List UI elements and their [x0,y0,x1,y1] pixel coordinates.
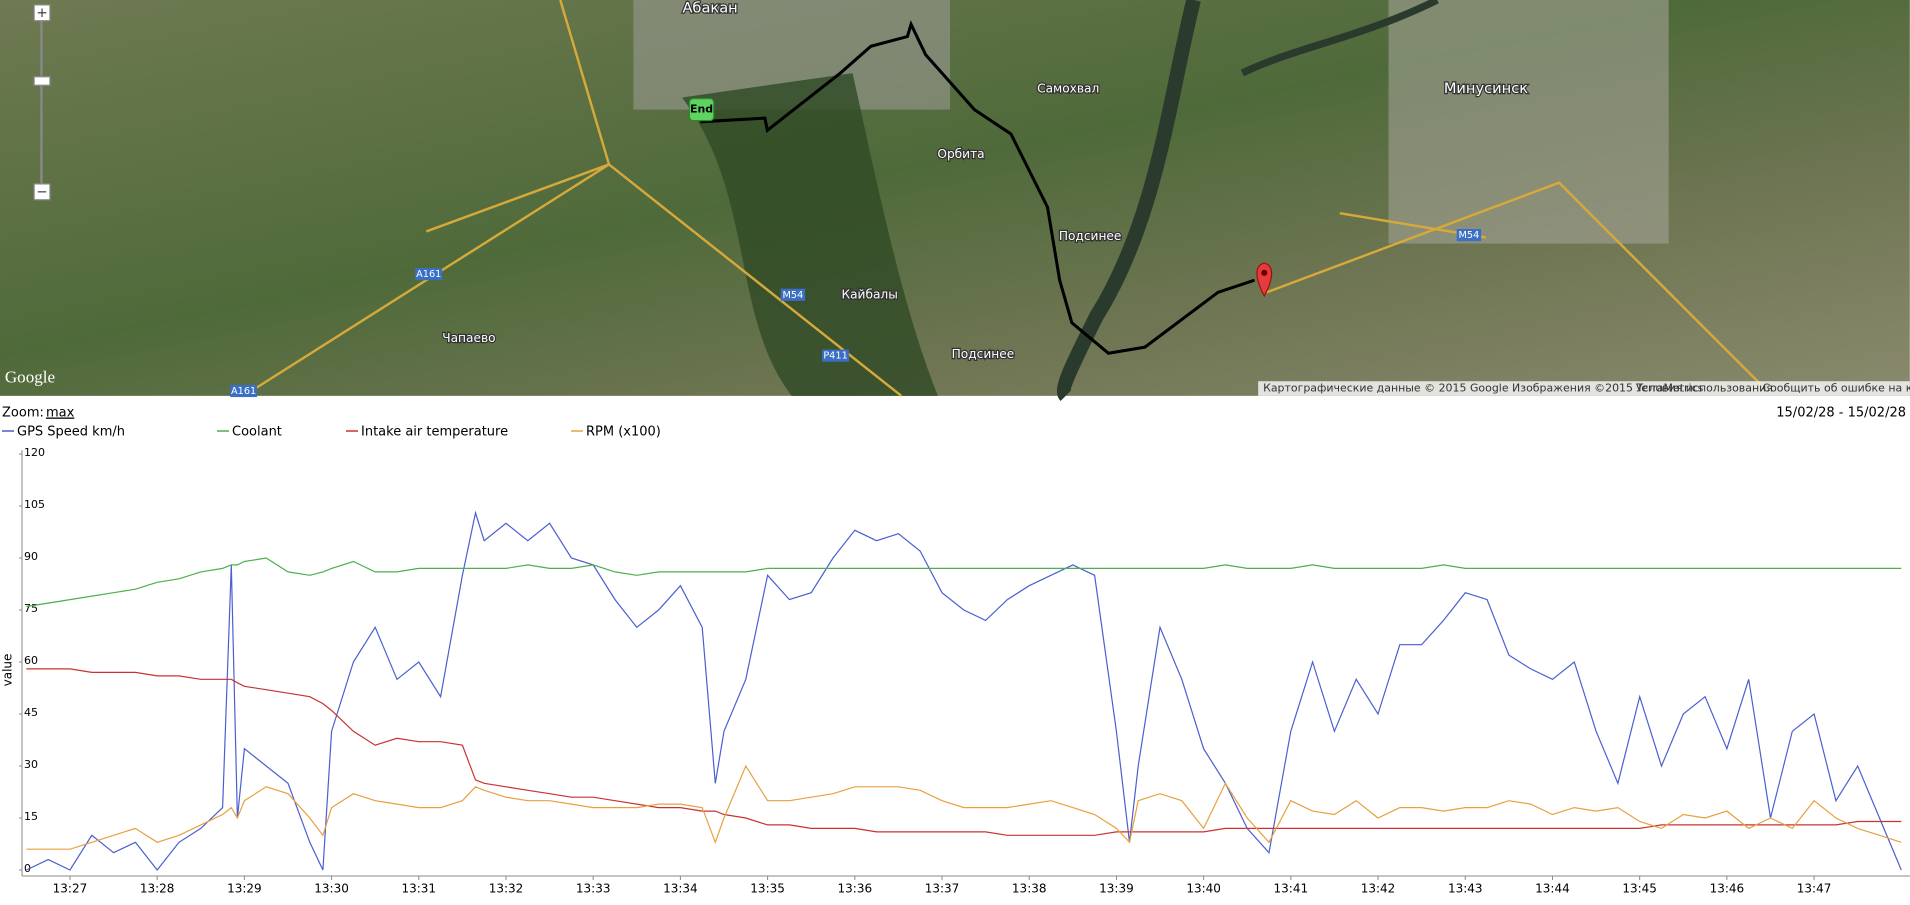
zoom-label: Zoom: [2,406,44,421]
x-tick-label: 13:38 [1012,882,1047,896]
start-marker-dot [1261,269,1268,276]
x-tick-label: 13:43 [1448,882,1483,896]
x-tick-label: 13:41 [1274,882,1309,896]
series-line [26,557,1902,608]
y-tick-label: 15 [24,810,38,823]
series-line [26,510,1902,871]
legend-label: Intake air temperature [361,425,508,440]
x-tick-label: 13:27 [53,882,88,896]
road-label: A161 [416,269,441,280]
x-tick-label: 13:28 [140,882,175,896]
map: End Абакан Минусинск Самохвал Орбита Под… [0,0,1910,402]
road-label: A161 [231,386,256,397]
end-marker [688,98,715,122]
x-tick-label: 13:34 [663,882,698,896]
x-tick-label: 13:46 [1710,882,1745,896]
y-tick-label: 30 [24,758,38,771]
place-label: Подсинее [952,347,1015,361]
x-tick-label: 13:40 [1186,882,1221,896]
zoom-in-icon [37,8,47,18]
y-tick-label: 60 [24,654,38,667]
road-shield [822,349,849,362]
series-line [26,668,1902,836]
attribution-bar [1258,381,1910,396]
start-marker [1256,262,1273,298]
series-line [26,764,1902,850]
x-tick-label: 13:33 [576,882,611,896]
y-tick-label: 0 [24,862,31,875]
y-tick-label: 120 [24,446,45,459]
road-shield [1456,228,1482,242]
x-tick-label: 13:35 [750,882,785,896]
attribution: Картографические данные © 2015 Google Из… [1263,382,1704,395]
legend-label: GPS Speed km/h [17,425,125,440]
x-tick-label: 13:44 [1535,882,1570,896]
road [242,0,1767,397]
x-tick-label: 13:31 [401,882,436,896]
zoom-link[interactable]: max [46,406,75,421]
x-tick-label: 13:45 [1622,882,1657,896]
x-tick-label: 13:30 [314,882,349,896]
road-shield [780,288,806,301]
terms-link[interactable]: Условия использования [1636,382,1773,395]
x-tick-label: 13:39 [1099,882,1134,896]
city-label: Абакан [682,0,737,17]
legend-label: RPM (x100) [586,425,661,440]
city-area [1388,0,1669,244]
map-logo: Google [5,368,55,387]
place-label: Подсинее [1059,229,1122,243]
forest [682,73,938,396]
x-tick-label: 13:42 [1361,882,1396,896]
y-tick-label: 105 [24,498,45,511]
legend-label: Coolant [232,425,282,440]
road-shield [415,267,443,281]
place-label: Кайбалы [841,287,897,301]
road-label: P411 [823,351,847,362]
y-tick-label: 45 [24,706,38,719]
city-label: Минусинск [1444,80,1528,97]
end-marker-label: End [690,103,713,116]
x-tick-label: 13:47 [1797,882,1832,896]
x-tick-label: 13:32 [489,882,524,896]
route [700,20,1256,355]
road-shield [230,384,257,398]
y-tick-label: 75 [24,602,38,615]
road-label: M54 [783,290,804,301]
road-label: M54 [1459,230,1480,241]
zoom-handle[interactable] [33,76,51,86]
x-tick-label: 13:37 [925,882,960,896]
report-link[interactable]: Сообщить об ошибке на карте [1762,382,1910,395]
place-label: Чапаево [442,331,495,345]
place-label: Самохвал [1037,81,1099,95]
x-tick-label: 13:36 [838,882,873,896]
date-range: 15/02/28 - 15/02/28 [1776,406,1906,421]
river [1056,0,1201,402]
x-tick-label: 13:29 [227,882,262,896]
y-tick-label: 90 [24,550,38,563]
y-axis-label: value [1,654,15,687]
river [1240,0,1439,77]
place-label: Орбита [937,147,984,161]
